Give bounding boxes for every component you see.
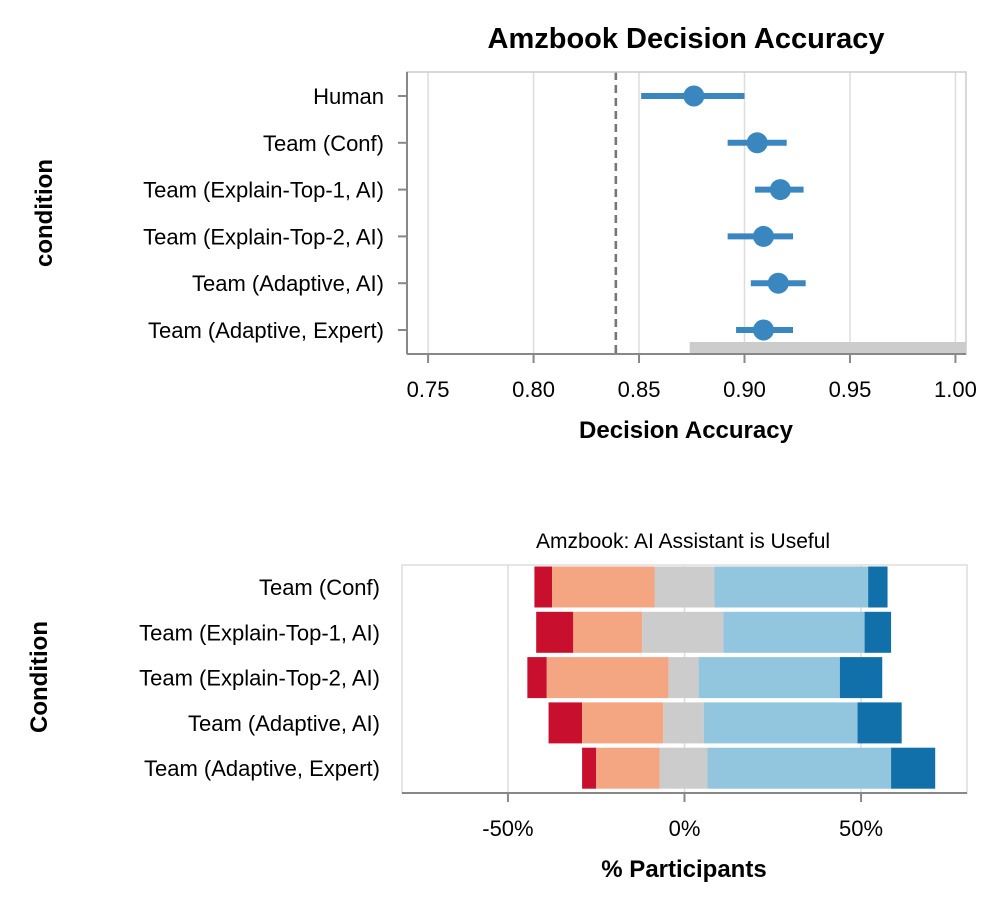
chart1-category-label: Team (Explain-Top-2, AI) (143, 224, 384, 249)
chart1-point (769, 179, 791, 201)
chart2-bar-segment (536, 611, 574, 653)
chart2-x-tick-label: -50% (482, 816, 533, 841)
chart2-bar-segment (654, 566, 715, 608)
chart2-bar-segment (573, 611, 643, 653)
chart2-category-label: Team (Explain-Top-1, AI) (139, 620, 380, 645)
chart2-x-axis-label: % Participants (601, 856, 766, 883)
chart1-point (683, 85, 705, 107)
chart2-bar-segment (723, 611, 865, 653)
chart2-x-tick-label: 0% (669, 816, 701, 841)
chart1-x-tick-label: 0.95 (829, 377, 872, 402)
chart1-grid (427, 72, 957, 354)
chart1-title: Amzbook Decision Accuracy (488, 23, 885, 55)
chart2-bar-segment (582, 702, 664, 744)
chart1-point (767, 272, 789, 294)
chart1-category-label: Team (Explain-Top-1, AI) (143, 178, 384, 203)
chart2-category-label: Team (Conf) (259, 575, 380, 600)
chart2-bar-segment (868, 566, 888, 608)
chart2-title: Amzbook: AI Assistant is Useful (536, 530, 830, 553)
chart1-category-label: Human (313, 84, 384, 109)
chart2-y-axis-label: Condition (26, 621, 53, 733)
chart2-x-tick-label: 50% (839, 816, 883, 841)
chart2-x-tick-labels: -50% 0% 50% (482, 816, 883, 841)
chart1-x-tick-label: 0.75 (407, 377, 450, 402)
chart1-points (641, 85, 806, 341)
chart1-plot-frame (406, 71, 967, 355)
chart2-bar-segment (534, 566, 553, 608)
chart1-category-label: Team (Adaptive, AI) (192, 271, 384, 296)
chart1-x-tick-labels: 0.75 0.80 0.85 0.90 0.95 1.00 (407, 377, 977, 402)
chart1-x-tick-label: 0.80 (512, 377, 555, 402)
chart1-category-label: Team (Conf) (263, 131, 384, 156)
chart2-bar-segment (707, 747, 892, 789)
chart2-bar-segment (548, 702, 583, 744)
chart2-category-label: Team (Explain-Top-2, AI) (139, 666, 380, 691)
chart2-x-tick-marks (506, 793, 863, 802)
chart2-y-tick-labels: Team (Conf) Team (Explain-Top-1, AI) Team … (139, 575, 380, 781)
chart1-y-axis-label: condition (31, 159, 58, 267)
chart2-category-label: Team (Adaptive, Expert) (144, 756, 380, 781)
chart2-bar-segment (663, 702, 704, 744)
chart1-y-tick-marks (398, 95, 407, 331)
chart2-bar-segment (552, 566, 655, 608)
chart1-shaded-range (689, 342, 966, 354)
chart2-bar-segment (714, 566, 869, 608)
chart2-bar-segment (668, 657, 699, 699)
chart1-x-axis-label: Decision Accuracy (579, 417, 794, 444)
chart2-bar-segment (659, 747, 708, 789)
chart1-x-tick-label: 0.90 (723, 377, 766, 402)
chart2-bar-segment (582, 747, 597, 789)
chart1-x-tick-label: 1.00 (934, 377, 977, 402)
chart2-category-label: Team (Adaptive, AI) (188, 711, 380, 736)
usefulness-chart: Amzbook: AI Assistant is Useful Team (Co… (26, 530, 968, 883)
chart2-bar-segment (839, 657, 883, 699)
chart1-point (752, 319, 774, 341)
chart2-bar-segment (596, 747, 660, 789)
chart1-point (752, 225, 774, 247)
chart1-x-tick-label: 0.85 (618, 377, 661, 402)
chart1-y-tick-labels: Human Team (Conf) Team (Explain-Top-1, AI)… (143, 84, 384, 343)
chart2-bar-segment (642, 611, 724, 653)
chart2-bar-segment (527, 657, 547, 699)
chart2-bar-segment (546, 657, 669, 699)
chart2-bar-segment (864, 611, 892, 653)
accuracy-chart: Amzbook Decision Accuracy Human Team (Con… (31, 23, 977, 444)
chart2-bar-segment (703, 702, 858, 744)
chart1-point (746, 132, 768, 154)
chart2-bar-segment (698, 657, 840, 699)
chart2-bars (527, 566, 936, 789)
chart2-bar-segment (857, 702, 902, 744)
chart1-category-label: Team (Adaptive, Expert) (148, 318, 384, 343)
chart1-x-tick-marks (427, 354, 957, 363)
chart2-bar-segment (891, 747, 936, 789)
